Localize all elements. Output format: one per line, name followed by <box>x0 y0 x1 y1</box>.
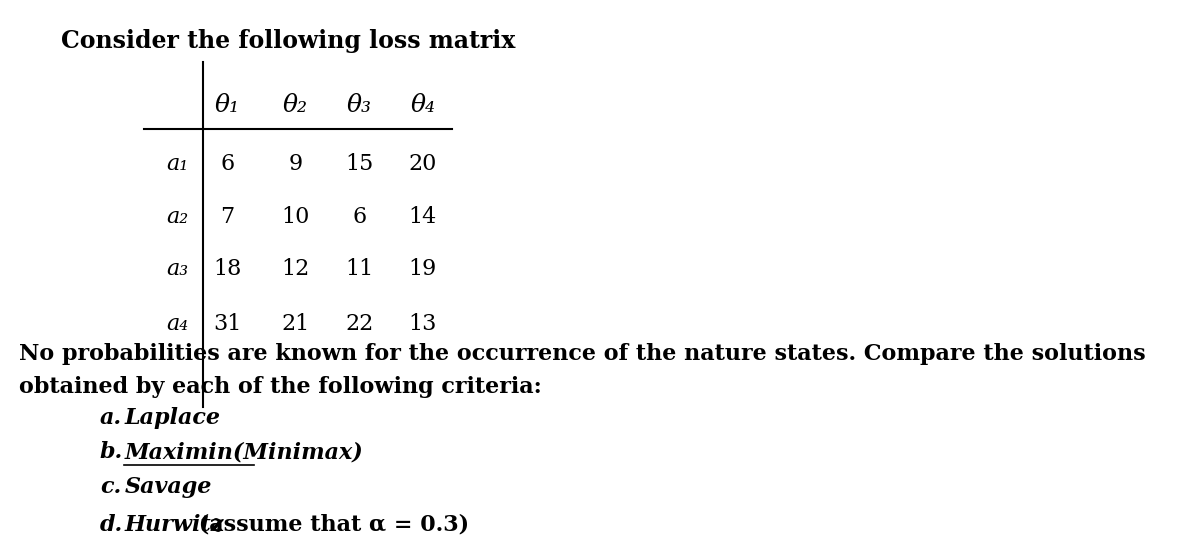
Text: a₄: a₄ <box>166 313 188 335</box>
Text: 20: 20 <box>408 153 437 175</box>
Text: 7: 7 <box>220 206 234 227</box>
Text: θ₃: θ₃ <box>347 94 372 118</box>
Text: Savage: Savage <box>125 476 211 499</box>
Text: θ₂: θ₂ <box>283 94 308 118</box>
Text: c.: c. <box>100 476 121 499</box>
Text: (assume that α = 0.3): (assume that α = 0.3) <box>191 514 469 536</box>
Text: 31: 31 <box>212 313 241 335</box>
Text: obtained by each of the following criteria:: obtained by each of the following criter… <box>19 376 541 398</box>
Text: a.: a. <box>100 406 122 429</box>
Text: 6: 6 <box>220 153 234 175</box>
Text: 11: 11 <box>346 258 373 280</box>
Text: b.: b. <box>100 441 124 464</box>
Text: 6: 6 <box>352 206 366 227</box>
Text: Laplace: Laplace <box>125 406 221 429</box>
Text: θ₁: θ₁ <box>215 94 240 118</box>
Text: Consider the following loss matrix: Consider the following loss matrix <box>61 29 515 53</box>
Text: 19: 19 <box>409 258 437 280</box>
Text: 21: 21 <box>282 313 310 335</box>
Text: No probabilities are known for the occurrence of the nature states. Compare the : No probabilities are known for the occur… <box>19 343 1145 365</box>
Text: 13: 13 <box>408 313 437 335</box>
Text: a₃: a₃ <box>166 258 188 280</box>
Text: 18: 18 <box>212 258 241 280</box>
Text: a₂: a₂ <box>166 206 188 227</box>
Text: 10: 10 <box>281 206 310 227</box>
Text: 22: 22 <box>346 313 373 335</box>
Text: 12: 12 <box>282 258 310 280</box>
Text: 9: 9 <box>288 153 302 175</box>
Text: d.: d. <box>100 514 124 536</box>
Text: Maximin(Minimax): Maximin(Minimax) <box>125 441 364 464</box>
Text: Hurwitz: Hurwitz <box>125 514 223 536</box>
Text: 14: 14 <box>409 206 437 227</box>
Text: a₁: a₁ <box>166 153 188 175</box>
Text: θ₄: θ₄ <box>410 94 436 118</box>
Text: 15: 15 <box>346 153 373 175</box>
